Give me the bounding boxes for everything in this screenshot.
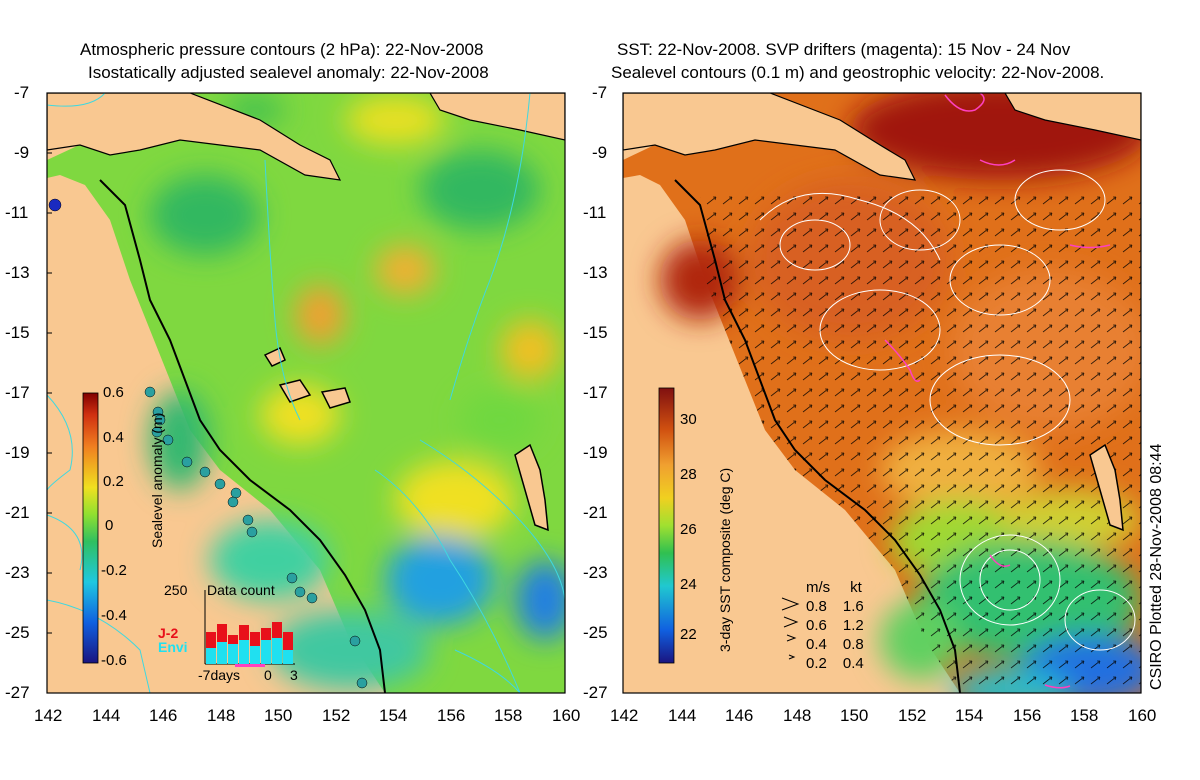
left-title-line2: Isostatically adjusted sealevel anomaly:… xyxy=(88,63,489,82)
right-xtick: 142 xyxy=(610,706,639,725)
right-ytick: -11 xyxy=(583,203,607,222)
legend-ms: 0.6 xyxy=(806,617,827,634)
left-ytick: -21 xyxy=(5,503,30,522)
left-title-line1: Atmospheric pressure contours (2 hPa): 2… xyxy=(80,40,484,59)
legend-kt: 1.2 xyxy=(842,617,864,634)
right-ytick: -17 xyxy=(583,383,608,402)
legend-ms: 0.4 xyxy=(806,636,827,653)
envi-bars xyxy=(206,638,293,664)
tide-gauges xyxy=(48,198,368,689)
right-ytick: -13 xyxy=(583,263,608,282)
right-map xyxy=(622,92,1142,694)
inset-xlabel-start: -7days xyxy=(198,667,241,683)
left-xtick: 156 xyxy=(437,706,466,725)
legend-header-kt: kt xyxy=(850,579,862,596)
legend-header-ms: m/s xyxy=(806,579,831,596)
left-xtick: 148 xyxy=(207,706,236,725)
plot-credit: CSIRO Plotted 28-Nov-2008 08:44 xyxy=(1148,443,1165,690)
inset-xlabel-end: 3 xyxy=(290,667,298,683)
left-ytick: -27 xyxy=(5,683,30,702)
right-xtick: 156 xyxy=(1013,706,1042,725)
left-cbar-tick: -0.6 xyxy=(101,652,127,669)
left-ytick: -13 xyxy=(5,263,30,282)
left-cbar-tick: -0.2 xyxy=(101,562,127,579)
legend-ms: 0.8 xyxy=(806,598,827,615)
right-title-line2: Sealevel contours (0.1 m) and geostrophi… xyxy=(611,63,1105,82)
left-ytick: -7 xyxy=(14,83,30,102)
left-ytick: -9 xyxy=(14,143,30,162)
left-new-guinea xyxy=(47,93,342,181)
right-cbar-tick: 24 xyxy=(680,576,697,593)
right-cbar-tick: 30 xyxy=(680,411,697,428)
legend-kt: 0.8 xyxy=(842,636,864,653)
left-xtick: 160 xyxy=(552,706,581,725)
right-xtick: 150 xyxy=(840,706,869,725)
left-axis-ticks xyxy=(47,92,52,634)
left-ytick: -17 xyxy=(5,383,30,402)
left-cbar-tick: 0 xyxy=(105,517,114,534)
right-ytick: -19 xyxy=(583,443,608,462)
right-xtick: 144 xyxy=(668,706,697,725)
pressure-contours xyxy=(47,93,565,693)
left-xtick: 142 xyxy=(34,706,63,725)
left-xtick: 150 xyxy=(264,706,293,725)
left-xtick: 152 xyxy=(322,706,351,725)
right-xtick: 160 xyxy=(1128,706,1157,725)
right-xtick: 148 xyxy=(783,706,812,725)
right-colorbar-label: 3-day SST composite (deg C) xyxy=(717,468,733,652)
velocity-legend-arrows xyxy=(781,597,800,660)
right-title-line1: SST: 22-Nov-2008. SVP drifters (magenta)… xyxy=(617,40,1071,59)
right-ytick: -15 xyxy=(583,323,608,342)
right-xtick: 158 xyxy=(1070,706,1099,725)
right-cbar-tick: 22 xyxy=(680,626,697,643)
legend-ms: 0.2 xyxy=(806,655,827,672)
left-cbar-tick: -0.4 xyxy=(101,607,127,624)
left-ytick: -19 xyxy=(5,443,30,462)
inset-legend-envi: Envi xyxy=(158,639,188,655)
left-cbar-tick: 0.2 xyxy=(103,473,124,490)
left-xtick: 144 xyxy=(92,706,121,725)
right-cbar-tick: 26 xyxy=(680,521,697,538)
left-ytick: -25 xyxy=(5,623,30,642)
sealevel-contours xyxy=(759,169,1136,651)
left-map xyxy=(46,92,566,694)
left-cbar-tick: 0.6 xyxy=(103,384,124,401)
left-cbar-tick: 0.4 xyxy=(103,429,124,446)
right-colorbar xyxy=(658,387,675,664)
right-ytick: -21 xyxy=(583,503,608,522)
left-ytick: -23 xyxy=(5,563,30,582)
right-ytick: -23 xyxy=(583,563,608,582)
legend-kt: 1.6 xyxy=(842,598,864,615)
right-xtick: 152 xyxy=(898,706,927,725)
right-ytick: -27 xyxy=(583,683,608,702)
right-ytick: -7 xyxy=(592,83,608,102)
data-count-inset xyxy=(204,590,295,667)
inset-title: Data count xyxy=(207,582,275,598)
right-map-frame xyxy=(622,92,1142,694)
svp-drifters xyxy=(884,93,1111,689)
velocity-legend: m/s kt 0.8 1.6 0.6 1.2 0.4 0.8 0.2 0.4 xyxy=(806,578,864,673)
left-ytick: -15 xyxy=(5,323,30,342)
left-xtick: 154 xyxy=(379,706,408,725)
legend-kt: 0.4 xyxy=(842,655,864,672)
right-ytick: -25 xyxy=(583,623,608,642)
right-xtick: 146 xyxy=(725,706,754,725)
left-xtick: 158 xyxy=(494,706,523,725)
right-ytick: -9 xyxy=(592,143,608,162)
inset-xlabel-zero: 0 xyxy=(264,667,272,683)
left-xtick: 146 xyxy=(149,706,178,725)
right-xtick: 154 xyxy=(955,706,984,725)
left-colorbar-label: Sealevel anomaly (m) xyxy=(149,413,165,548)
left-ytick: -11 xyxy=(5,203,29,222)
inset-legend-j2: J-2 xyxy=(158,625,179,641)
right-cbar-tick: 28 xyxy=(680,466,697,483)
inset-ymax: 250 xyxy=(164,582,188,598)
left-colorbar xyxy=(82,392,99,664)
